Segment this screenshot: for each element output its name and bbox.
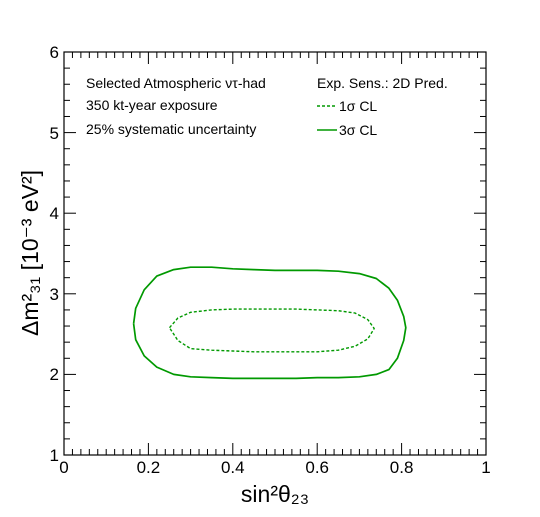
x-tick-label: 0.8 bbox=[390, 458, 414, 477]
annotation-systematics: 25% systematic uncertainty bbox=[86, 121, 256, 137]
y-tick-label: 4 bbox=[50, 204, 59, 223]
annotation-exposure: 350 kt-year exposure bbox=[86, 97, 218, 113]
y-tick-label: 3 bbox=[50, 285, 59, 304]
y-tick-label: 5 bbox=[50, 124, 59, 143]
annotation-sample: Selected Atmospheric ντ-had bbox=[86, 75, 266, 91]
contour-1sigma bbox=[168, 308, 375, 353]
x-axis-tick-labels: 0 0.2 0.4 0.6 0.8 1 bbox=[59, 458, 490, 477]
y-tick-label: 1 bbox=[50, 446, 59, 465]
legend-label-3sigma: 3σ CL bbox=[339, 122, 377, 138]
x-tick-label: 0.4 bbox=[221, 458, 245, 477]
x-tick-label: 0.6 bbox=[305, 458, 329, 477]
legend-label-1sigma: 1σ CL bbox=[339, 98, 377, 114]
x-tick-label: 0.2 bbox=[137, 458, 161, 477]
y-tick-label: 6 bbox=[50, 43, 59, 62]
x-axis-ticks bbox=[63, 52, 487, 455]
y-axis-tick-labels: 1 2 3 4 5 6 bbox=[50, 43, 59, 465]
y-tick-label: 2 bbox=[50, 365, 59, 384]
y-axis-title: Δm²₃₁ [10⁻³ eV²] bbox=[17, 170, 43, 336]
x-tick-label: 1 bbox=[481, 458, 490, 477]
legend: Exp. Sens.: 2D Pred. 1σ CL 3σ CL bbox=[317, 75, 448, 138]
annotation-block: Selected Atmospheric ντ-had 350 kt-year … bbox=[86, 75, 266, 137]
x-axis-title: sin²θ₂₃ bbox=[241, 481, 309, 507]
x-tick-label: 0 bbox=[59, 458, 68, 477]
contour-series bbox=[132, 266, 407, 380]
contour-3sigma bbox=[132, 266, 407, 380]
y-axis-ticks bbox=[64, 51, 486, 456]
legend-title: Exp. Sens.: 2D Pred. bbox=[317, 75, 448, 91]
